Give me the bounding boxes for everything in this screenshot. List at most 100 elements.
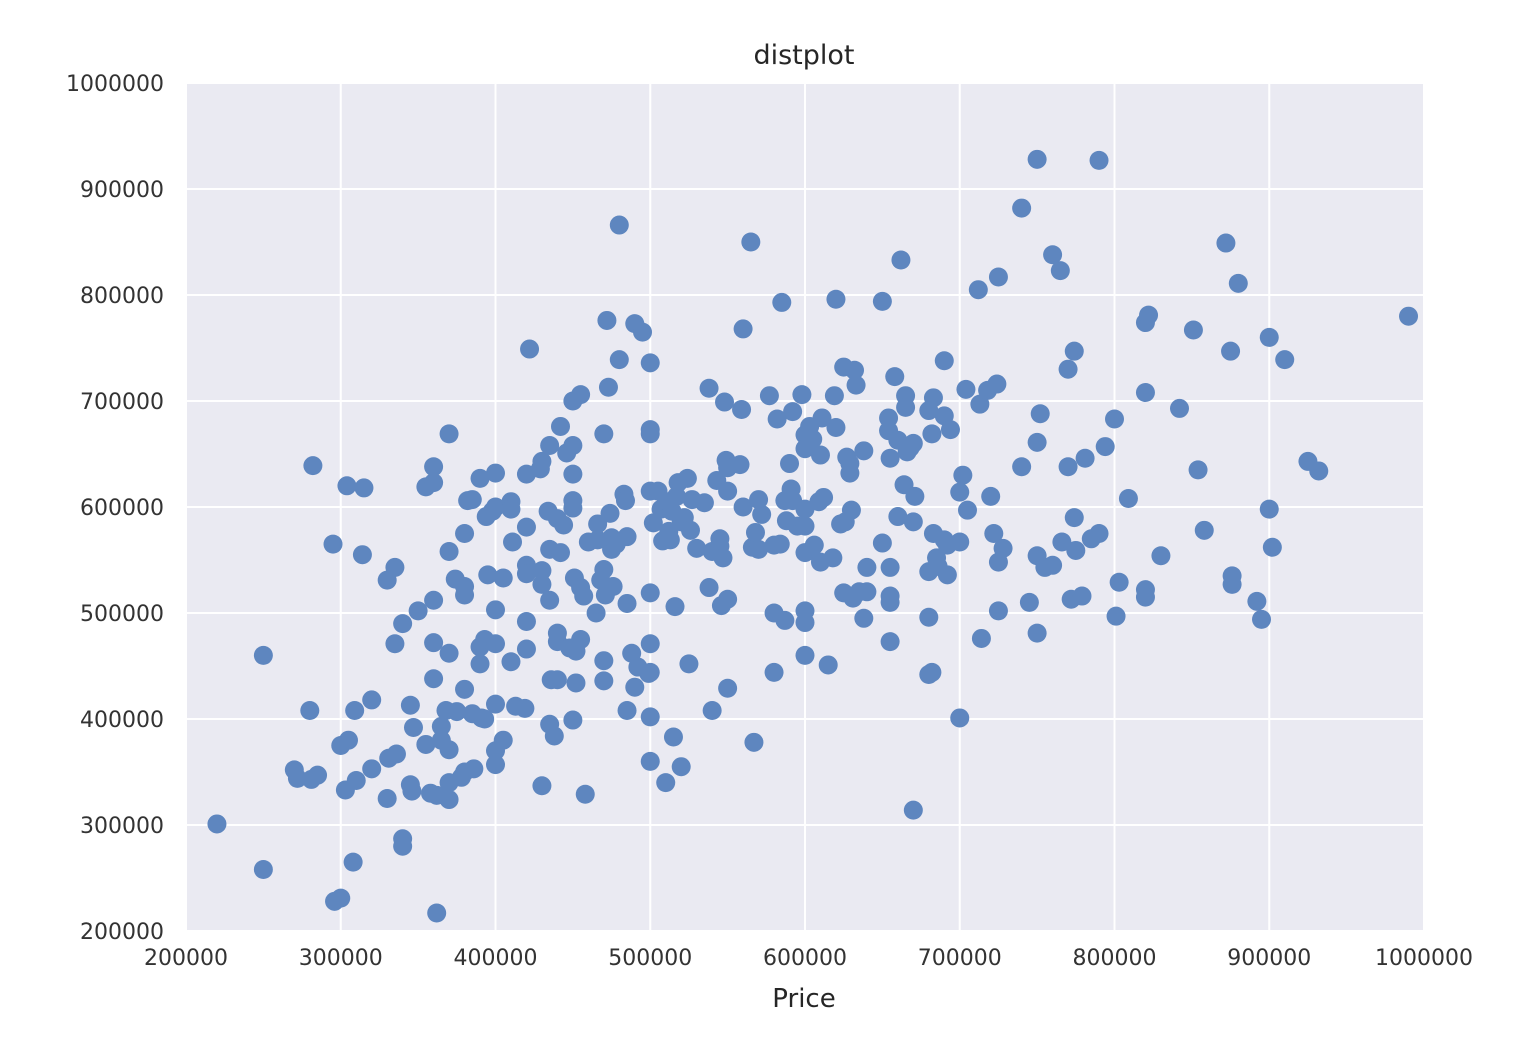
scatter-point xyxy=(1135,587,1155,607)
scatter-point xyxy=(439,643,459,663)
scatter-point xyxy=(795,499,815,519)
scatter-point xyxy=(741,232,761,252)
scatter-point xyxy=(424,457,444,477)
scatter-point xyxy=(588,514,608,534)
scatter-point xyxy=(745,522,765,542)
scatter-point xyxy=(1012,457,1032,477)
scatter-point xyxy=(891,250,911,270)
scatter-point xyxy=(385,557,405,577)
scatter-point xyxy=(795,613,815,633)
scatter-point xyxy=(516,611,536,631)
scatter-point xyxy=(919,607,939,627)
scatter-point xyxy=(588,530,608,550)
scatter-point xyxy=(810,445,830,465)
scatter-point xyxy=(660,530,680,550)
scatter-point xyxy=(594,560,614,580)
scatter-point xyxy=(501,499,521,519)
scatter-point xyxy=(515,698,535,718)
scatter-point xyxy=(643,513,663,533)
scatter-point xyxy=(362,690,382,710)
scatter-point xyxy=(603,577,623,596)
scatter-point xyxy=(343,852,363,872)
y-tick-label: 300000 xyxy=(80,814,164,839)
scatter-point xyxy=(713,548,733,568)
scatter-point xyxy=(872,533,892,553)
scatter-point xyxy=(885,367,905,387)
scatter-point xyxy=(550,416,570,436)
scatter-point xyxy=(1262,537,1282,557)
scatter-point xyxy=(699,578,719,598)
scatter-point xyxy=(303,456,323,476)
scatter-point xyxy=(1043,245,1063,265)
x-tick-label: 400000 xyxy=(454,946,538,971)
scatter-point xyxy=(1066,540,1086,560)
y-tick-label: 400000 xyxy=(80,708,164,733)
scatter-point xyxy=(671,757,691,777)
scatter-point xyxy=(455,585,475,605)
scatter-point xyxy=(857,582,877,602)
scatter-point xyxy=(615,491,635,511)
scatter-point xyxy=(772,292,792,312)
scatter-point xyxy=(1309,461,1329,481)
scatter-point xyxy=(968,280,988,300)
scatter-point xyxy=(470,654,490,674)
scatter-point xyxy=(922,662,942,682)
scatter-point xyxy=(896,397,916,417)
scatter-point xyxy=(679,654,699,674)
scatter-point xyxy=(455,524,475,543)
scatter-point xyxy=(957,500,977,520)
scatter-point xyxy=(880,592,900,612)
scatter-point xyxy=(988,601,1008,621)
x-tick-label: 700000 xyxy=(918,946,1002,971)
y-tick-label: 900000 xyxy=(80,178,164,203)
scatter-point xyxy=(677,468,697,488)
scatter-point xyxy=(609,215,629,235)
scatter-point xyxy=(486,634,505,654)
scatter-point xyxy=(953,465,973,485)
scatter-point xyxy=(1252,609,1272,629)
scatter-point xyxy=(744,732,764,752)
scatter-point xyxy=(520,339,540,359)
scatter-point xyxy=(640,424,660,444)
scatter-point xyxy=(1222,566,1242,586)
y-tick-label: 600000 xyxy=(80,496,164,521)
scatter-point xyxy=(1194,520,1214,540)
scatter-point xyxy=(1135,383,1155,403)
x-tick-labels: 200000 300000 400000 500000 600000 700000 8000… xyxy=(144,946,1473,971)
scatter-point xyxy=(1259,327,1279,347)
scatter-point xyxy=(253,860,273,880)
scatter-point xyxy=(300,701,320,721)
scatter-point xyxy=(922,424,942,444)
scatter-point xyxy=(617,527,637,547)
scatter-point xyxy=(814,487,834,507)
scatter-point xyxy=(464,759,484,779)
x-tick-label: 200000 xyxy=(144,946,228,971)
x-tick-label: 300000 xyxy=(299,946,383,971)
scatter-point xyxy=(377,789,397,808)
data-points xyxy=(207,149,1419,923)
scatter-point xyxy=(770,534,790,554)
scatter-point xyxy=(1030,404,1050,424)
scatter-point xyxy=(640,583,660,603)
scatter-point xyxy=(1095,437,1115,457)
scatter-point xyxy=(486,600,505,620)
scatter-point xyxy=(937,565,957,585)
scatter-point xyxy=(934,351,954,371)
scatter-point xyxy=(665,597,685,617)
y-tick-label: 800000 xyxy=(80,284,164,309)
y-tick-labels: 200000 300000 400000 500000 600000 700000 8000… xyxy=(66,72,164,945)
scatter-point xyxy=(540,436,560,456)
scatter-point xyxy=(1027,623,1047,643)
scatter-point xyxy=(950,708,970,728)
scatter-point xyxy=(1050,261,1070,281)
scatter-point xyxy=(486,755,505,775)
scatter-point xyxy=(633,322,653,342)
scatter-point xyxy=(571,630,591,649)
scatter-point xyxy=(987,374,1007,394)
scatter-point xyxy=(826,289,846,309)
scatter-point xyxy=(718,678,738,698)
scatter-point xyxy=(408,601,428,621)
scatter-point xyxy=(1072,586,1092,606)
scatter-point xyxy=(493,568,513,588)
scatter-point xyxy=(532,561,552,581)
